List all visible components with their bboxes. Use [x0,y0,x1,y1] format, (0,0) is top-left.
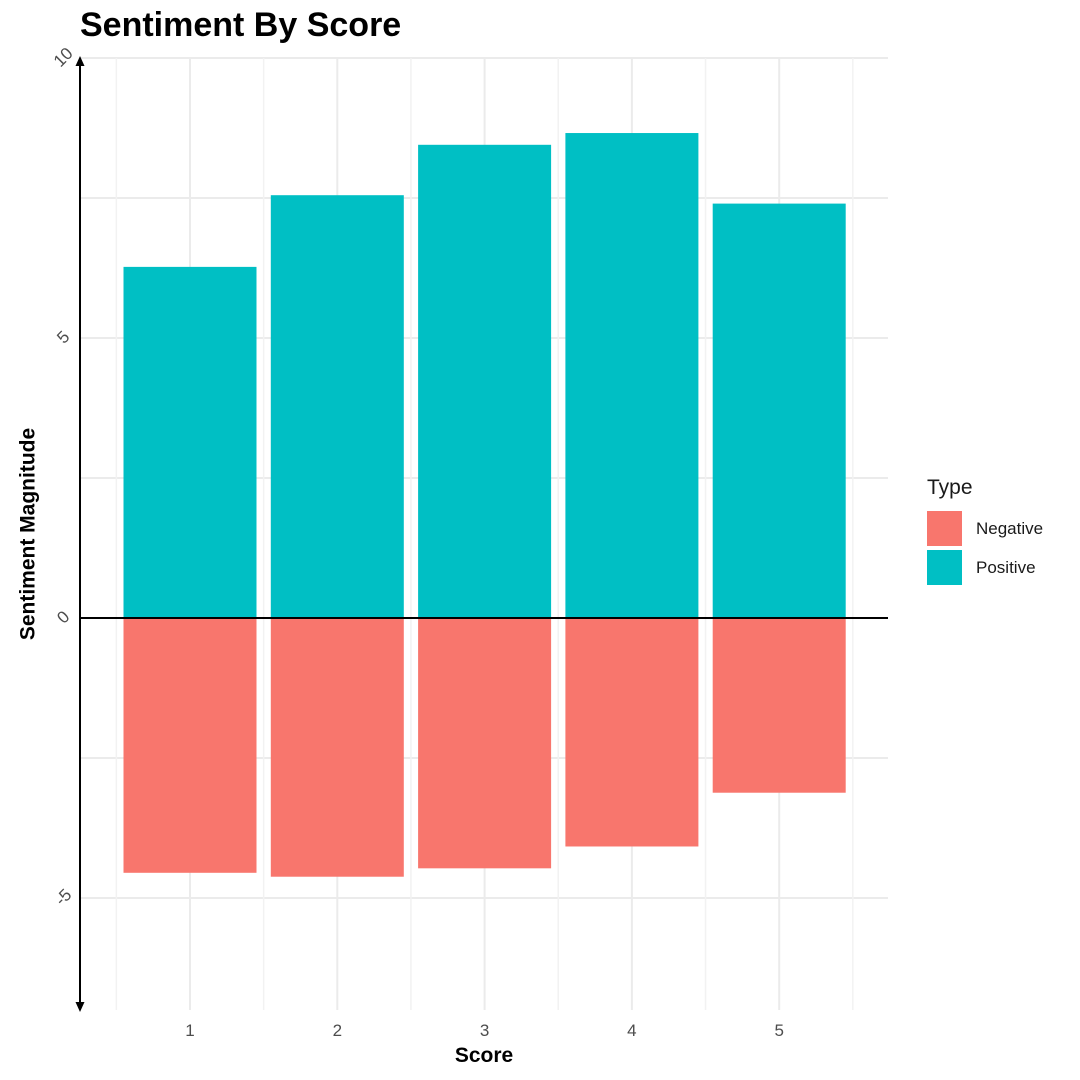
legend-swatch-positive [927,550,962,585]
bar-negative-3 [418,618,552,869]
chart-title: Sentiment By Score [80,6,402,44]
y-axis-arrow-top [75,56,85,66]
bar-positive-3 [418,144,552,619]
y-tick-label: 10 [50,44,77,71]
bars [123,133,846,877]
x-tick-label: 5 [774,1021,783,1040]
axes [75,56,888,1012]
bar-negative-4 [565,618,699,847]
y-tick-label: -5 [51,885,75,909]
bar-positive-4 [565,133,699,619]
x-tick-label: 4 [627,1021,636,1040]
bar-negative-2 [270,618,404,877]
legend: Type Negative Positive [927,476,1043,587]
y-tick-label: 0 [53,607,73,627]
y-tick-label: 5 [53,327,73,347]
bar-positive-5 [712,203,846,618]
x-axis-title: Score [455,1044,513,1067]
x-tick-label: 3 [480,1021,489,1040]
legend-item-positive: Positive [927,548,1043,587]
legend-item-negative: Negative [927,509,1043,548]
x-tick-label: 1 [185,1021,194,1040]
legend-label-negative: Negative [976,518,1044,538]
bar-negative-5 [712,618,846,793]
bar-negative-1 [123,618,257,873]
bar-positive-2 [270,195,404,618]
x-tick-label: 2 [333,1021,342,1040]
y-axis-title: Sentiment Magnitude [17,428,40,640]
y-axis-arrow-bottom [75,1002,85,1012]
legend-title: Type [927,476,973,499]
legend-swatch-negative [927,511,962,546]
bar-positive-1 [123,266,257,618]
legend-label-positive: Positive [976,557,1036,577]
